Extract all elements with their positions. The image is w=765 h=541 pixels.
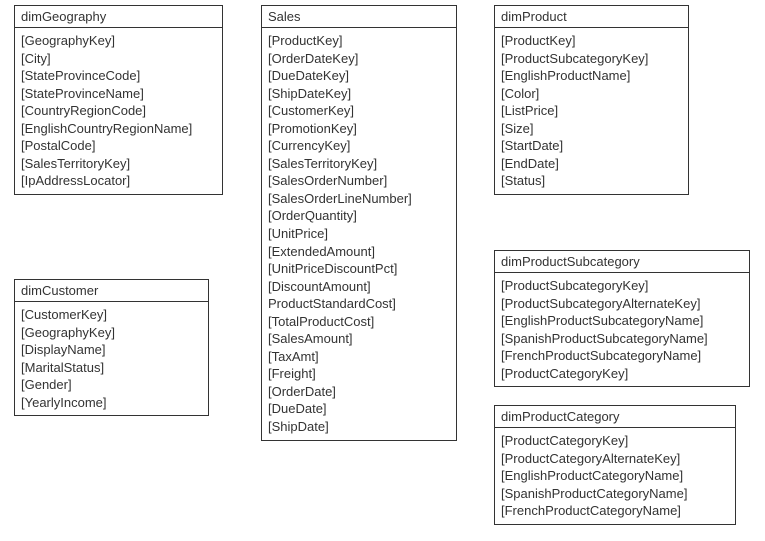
table-header: dimProductSubcategory bbox=[495, 251, 749, 273]
table-field: [CustomerKey] bbox=[268, 102, 450, 120]
table-box-dimproductcategory: dimProductCategory[ProductCategoryKey][P… bbox=[494, 405, 736, 525]
table-field: [OrderDate] bbox=[268, 383, 450, 401]
table-field: [DiscountAmount] bbox=[268, 278, 450, 296]
table-field: [ShipDateKey] bbox=[268, 85, 450, 103]
table-field: [ProductCategoryKey] bbox=[501, 432, 729, 450]
table-field: [FrenchProductSubcategoryName] bbox=[501, 347, 743, 365]
table-body: [ProductSubcategoryKey][ProductSubcatego… bbox=[495, 273, 749, 386]
table-field: [OrderQuantity] bbox=[268, 207, 450, 225]
table-header: dimProduct bbox=[495, 6, 688, 28]
table-field: [Size] bbox=[501, 120, 682, 138]
table-field: [FrenchProductCategoryName] bbox=[501, 502, 729, 520]
table-header: dimProductCategory bbox=[495, 406, 735, 428]
table-field: [SpanishProductCategoryName] bbox=[501, 485, 729, 503]
table-field: [GeographyKey] bbox=[21, 324, 202, 342]
table-field: [UnitPriceDiscountPct] bbox=[268, 260, 450, 278]
table-field: [PromotionKey] bbox=[268, 120, 450, 138]
table-field: [MaritalStatus] bbox=[21, 359, 202, 377]
table-field: [Status] bbox=[501, 172, 682, 190]
table-field: [DueDateKey] bbox=[268, 67, 450, 85]
table-field: [YearlyIncome] bbox=[21, 394, 202, 412]
table-field: [SalesOrderNumber] bbox=[268, 172, 450, 190]
table-field: [ProductSubcategoryKey] bbox=[501, 277, 743, 295]
table-field: [OrderDateKey] bbox=[268, 50, 450, 68]
table-field: [ListPrice] bbox=[501, 102, 682, 120]
table-field: [ProductSubcategoryKey] bbox=[501, 50, 682, 68]
table-field: [ProductKey] bbox=[501, 32, 682, 50]
table-field: [EnglishProductCategoryName] bbox=[501, 467, 729, 485]
table-field: [GeographyKey] bbox=[21, 32, 216, 50]
table-field: [EnglishCountryRegionName] bbox=[21, 120, 216, 138]
table-header: Sales bbox=[262, 6, 456, 28]
table-field: [StateProvinceCode] bbox=[21, 67, 216, 85]
table-field: [ShipDate] bbox=[268, 418, 450, 436]
table-box-dimproduct: dimProduct[ProductKey][ProductSubcategor… bbox=[494, 5, 689, 195]
table-field: [PostalCode] bbox=[21, 137, 216, 155]
table-field: [ProductCategoryKey] bbox=[501, 365, 743, 383]
table-field: [CurrencyKey] bbox=[268, 137, 450, 155]
table-header: dimGeography bbox=[15, 6, 222, 28]
table-field: ProductStandardCost] bbox=[268, 295, 450, 313]
table-body: [ProductKey][OrderDateKey][DueDateKey][S… bbox=[262, 28, 456, 440]
table-body: [GeographyKey][City][StateProvinceCode][… bbox=[15, 28, 222, 194]
table-field: [SalesTerritoryKey] bbox=[268, 155, 450, 173]
table-field: [Gender] bbox=[21, 376, 202, 394]
table-field: [City] bbox=[21, 50, 216, 68]
table-field: [CustomerKey] bbox=[21, 306, 202, 324]
table-box-dimgeography: dimGeography[GeographyKey][City][StatePr… bbox=[14, 5, 223, 195]
table-box-sales: Sales[ProductKey][OrderDateKey][DueDateK… bbox=[261, 5, 457, 441]
table-body: [CustomerKey][GeographyKey][DisplayName]… bbox=[15, 302, 208, 415]
table-field: [DisplayName] bbox=[21, 341, 202, 359]
table-field: [SalesAmount] bbox=[268, 330, 450, 348]
table-field: [Color] bbox=[501, 85, 682, 103]
table-header: dimCustomer bbox=[15, 280, 208, 302]
table-field: [SalesOrderLineNumber] bbox=[268, 190, 450, 208]
table-box-dimproductsubcategory: dimProductSubcategory[ProductSubcategory… bbox=[494, 250, 750, 387]
table-field: [EnglishProductSubcategoryName] bbox=[501, 312, 743, 330]
table-field: [SpanishProductSubcategoryName] bbox=[501, 330, 743, 348]
table-field: [ProductCategoryAlternateKey] bbox=[501, 450, 729, 468]
table-field: [EnglishProductName] bbox=[501, 67, 682, 85]
table-field: [StateProvinceName] bbox=[21, 85, 216, 103]
table-field: [Freight] bbox=[268, 365, 450, 383]
table-field: [StartDate] bbox=[501, 137, 682, 155]
table-field: [ExtendedAmount] bbox=[268, 243, 450, 261]
table-field: [ProductKey] bbox=[268, 32, 450, 50]
table-body: [ProductCategoryKey][ProductCategoryAlte… bbox=[495, 428, 735, 524]
table-field: [SalesTerritoryKey] bbox=[21, 155, 216, 173]
table-field: [EndDate] bbox=[501, 155, 682, 173]
table-field: [DueDate] bbox=[268, 400, 450, 418]
table-field: [UnitPrice] bbox=[268, 225, 450, 243]
table-field: [ProductSubcategoryAlternateKey] bbox=[501, 295, 743, 313]
table-field: [CountryRegionCode] bbox=[21, 102, 216, 120]
table-field: [IpAddressLocator] bbox=[21, 172, 216, 190]
table-field: [TotalProductCost] bbox=[268, 313, 450, 331]
table-box-dimcustomer: dimCustomer[CustomerKey][GeographyKey][D… bbox=[14, 279, 209, 416]
table-field: [TaxAmt] bbox=[268, 348, 450, 366]
table-body: [ProductKey][ProductSubcategoryKey][Engl… bbox=[495, 28, 688, 194]
